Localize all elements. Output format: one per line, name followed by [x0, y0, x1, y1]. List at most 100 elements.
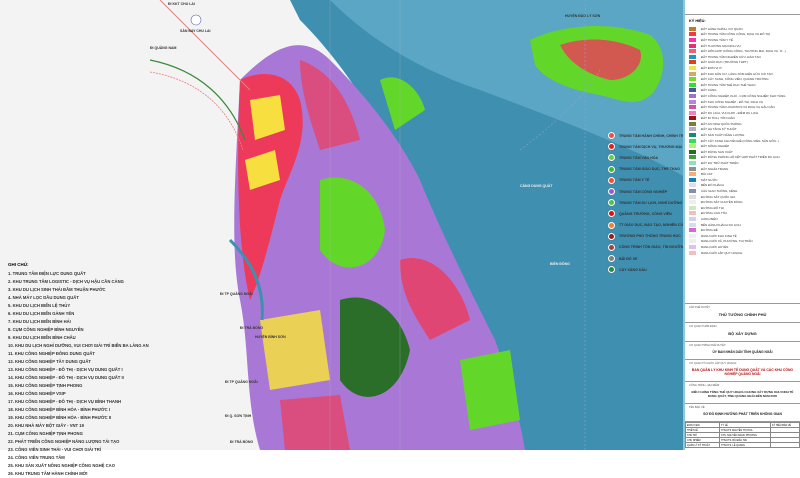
legend-item: ĐƯỜNG ĐÔ THỊ [689, 205, 796, 211]
legend-item: ĐẤT DI TÍCH, TÔN GIÁO [689, 116, 796, 122]
health-icon [608, 176, 615, 184]
legend-label: ĐẤT CÂY XANH CHUYÊN ĐỀ (CÔNG VIÊN, SÂN G… [701, 138, 780, 143]
legend-item: BẾN ĐÒ KHÁCH [689, 183, 796, 189]
legend-item: ĐẤT DU LỊCH, VUI CHƠI - ĐIỂM DU LỊCH [689, 110, 796, 116]
legend-label: ĐẤT CẢNG [701, 88, 717, 93]
square-icon [608, 210, 615, 218]
legend-swatch [689, 121, 696, 126]
legend-label: ĐẤT DỰ TRỮ PHÁT TRIỂN [701, 161, 739, 166]
legend-label: ĐẤT KHU DÂN CƯ, LÀNG XÓM HIỆN HỮU CẢI TẠ… [701, 71, 773, 76]
signature-table: ĐƠN VỊ ĐO TỶ LỆ KÝ HIỆU BẢN VẼ THIẾT KẾ THS.… [684, 422, 800, 448]
legend-swatch [689, 65, 696, 70]
note-item: 12. KHU CÔNG NGHIỆP TÂY DUNG QUẤT [8, 359, 91, 364]
symbol-label: CÔNG TRÌNH TÔN GIÁO, TÍN NGƯỠNG [619, 245, 687, 250]
legend-label: ĐẤT RỪNG SẢN XUẤT [701, 149, 733, 154]
legend-item: ĐẤT KHU CÔNG NGHIỆP - ĐÔ THỊ, DỊCH VỤ [689, 99, 796, 105]
org2: ỦY BAN NHÂN DÂN TỈNH QUẢNG NGÃI [712, 350, 773, 354]
symbol-item: TRUNG TÂM GIÁO DỤC, THỂ THAO [608, 164, 688, 175]
legend-label: ĐẤT GIÁO DỤC (TRƯỜNG THPT) [701, 60, 748, 65]
notes-title: GHI CHÚ: [8, 262, 29, 267]
approve-label: CẤP PHÊ DUYỆT: [689, 306, 711, 309]
legend-item: ĐẤT SẢN XUẤT NĂNG LƯỢNG [689, 132, 796, 138]
note-item: 26. KHU TRUNG TÂM HÀNH CHÍNH MỚI [8, 471, 88, 476]
map-label-road-w3: ĐI TRÀ BỒNG [240, 326, 264, 330]
approver: THỦ TƯỚNG CHÍNH PHỦ [718, 312, 767, 317]
culture-icon [608, 154, 615, 162]
legend-swatch [689, 93, 696, 98]
legend-panel: KÝ HIỆU: ĐẤT HÀNH CHÍNH, CƠ QUAN ĐẤT TRUN… [683, 0, 800, 450]
legend-item: ĐẤT CÂY XANH CHUYÊN ĐỀ (CÔNG VIÊN, SÂN G… [689, 138, 796, 144]
legend-swatch [689, 211, 696, 216]
legend-swatch [689, 77, 696, 82]
legend-swatch [689, 149, 696, 154]
legend-label: ĐẤT SẢN XUẤT NĂNG LƯỢNG [701, 133, 745, 138]
symbol-label: TRƯỜNG PHỔ THÔNG TRUNG HỌC [619, 234, 681, 239]
sport-icon [608, 165, 615, 173]
project: ĐIỀU CHỈNH TỔNG THỂ QUY HOẠCH CHUNG XÂY … [691, 390, 794, 398]
note-item: 17. KHU CÔNG NGHIỆP - ĐÔ THỊ - DỊCH VỤ B… [8, 399, 121, 404]
planning-map[interactable] [0, 0, 800, 450]
legend-label: ĐẤT HẠ TẦNG KỸ THUẬT [701, 127, 737, 132]
note-item: 16. KHU CÔNG NGHIỆP VSIP [8, 391, 66, 396]
legend-label: RANH GIỚI LẬP QUY HOẠCH [701, 250, 743, 255]
legend-swatch [689, 49, 696, 54]
map-label-island: HUYỆN ĐẢO LÝ SƠN [565, 14, 601, 18]
land-use-legend: KÝ HIỆU: ĐẤT HÀNH CHÍNH, CƠ QUAN ĐẤT TRUN… [685, 14, 800, 304]
legend-swatch [689, 71, 696, 76]
legend-item: ĐẤT CẢNG [689, 88, 796, 94]
legend-label: ĐƯỜNG SẮT CHUYÊN DÙNG [701, 200, 743, 205]
legend-item: ĐẤT TRUNG TÂM NGHIÊN CỨU, ĐÀO TẠO [689, 54, 796, 60]
legend-swatch [689, 105, 696, 110]
legend-swatch [689, 250, 696, 255]
legend-label: ĐẤT ĐƠN VỊ Ở [701, 65, 722, 70]
legend-label: ĐƯỜNG ĐÊ [701, 228, 718, 233]
legend-label: ĐẤT CÔNG NGHIỆP, KHO - CỤM CÔNG NGHIỆP, … [701, 93, 786, 98]
symbol-label: TRUNG TÂM Y TẾ [619, 178, 650, 183]
legend-label: BÃI CÁT [701, 172, 713, 177]
legend-swatch [689, 138, 696, 143]
parking-icon [608, 255, 615, 263]
industry-icon [608, 188, 615, 196]
map-label-north-road: ĐI KKT CHU LAI [168, 2, 195, 6]
legend-item: ĐẤT HẠ TẦNG KỸ THUẬT [689, 127, 796, 133]
symbol-item: CÔNG TRÌNH TÔN GIÁO, TÍN NGƯỠNG [608, 242, 688, 253]
legend-item: ĐẤT TRUNG TÂM CÔNG CỘNG, DỊCH VỤ ĐÔ THỊ [689, 32, 796, 38]
note-item: 13. KHU CÔNG NGHIỆP - ĐÔ THỊ - DỊCH VỤ D… [8, 367, 123, 372]
note-item: 7. KHU DU LỊCH BIỂN BÌNH HẢI [8, 319, 71, 324]
org1: BỘ XÂY DỰNG [728, 331, 757, 336]
legend-label: ĐẤT DU LỊCH, VUI CHƠI - ĐIỂM DU LỊCH [701, 110, 759, 115]
legend-swatch [689, 133, 696, 138]
symbol-label: CÂY XĂNG DẦU [619, 267, 647, 272]
symbol-item: TRUNG TÂM CÔNG NGHIỆP [608, 186, 688, 197]
legend-item: ĐƯỜNG SẮT QUỐC GIA [689, 194, 796, 200]
legend-title: KÝ HIỆU: [689, 19, 706, 23]
legend-swatch [689, 216, 696, 221]
legend-swatch [689, 200, 696, 205]
legend-swatch [689, 222, 696, 227]
legend-label: ĐẤT THƯƠNG MẠI DỊCH VỤ [701, 43, 741, 48]
legend-swatch [689, 110, 696, 115]
legend-item: RANH GIỚI HUYỆN [689, 244, 796, 250]
legend-label: ĐẤT TRUNG TÂM NGHIÊN CỨU, ĐÀO TẠO [701, 54, 761, 59]
symbol-label: TRUNG TÂM DU LỊCH, NGHỈ DƯỠNG [619, 200, 683, 205]
legend-swatch [689, 99, 696, 104]
map-label-port: CẢNG DUNG QUẤT [520, 184, 553, 188]
note-item: 3. KHU DU LỊCH SINH THÁI ĐẦM THUẬN PHƯỚC [8, 287, 106, 292]
religion-icon [608, 243, 615, 251]
legend-label: RANH GIỚI KHU KINH TẾ [701, 233, 737, 238]
legend-label: BẾN HÀNH KHÁCH DU LỊCH [701, 222, 741, 227]
legend-item: ĐẤT RỪNG SẢN XUẤT [689, 149, 796, 155]
legend-label: ĐƯỜNG SẮT QUỐC GIA [701, 194, 736, 199]
legend-label: ĐẤT DI TÍCH, TÔN GIÁO [701, 116, 735, 121]
legend-item: ĐẤT AN NINH QUỐC PHÒNG [689, 121, 796, 127]
legend-swatch [689, 60, 696, 65]
symbol-item: CÂY XĂNG DẦU [608, 264, 688, 275]
legend-label: MẶT NƯỚC [701, 177, 718, 182]
org1-label: CƠ QUAN THẨM ĐỊNH: [689, 325, 718, 328]
legend-label: ĐẤT AN NINH QUỐC PHÒNG [701, 121, 742, 126]
legend-item: ĐƯỜNG ĐÊ [689, 227, 796, 233]
legend-swatch [689, 88, 696, 93]
legend-item: ĐẤT CÔNG NGHIỆP, KHO - CỤM CÔNG NGHIỆP, … [689, 93, 796, 99]
symbol-item: QUẢNG TRƯỜNG, CÔNG VIÊN [608, 208, 688, 219]
commerce-icon [608, 143, 615, 151]
